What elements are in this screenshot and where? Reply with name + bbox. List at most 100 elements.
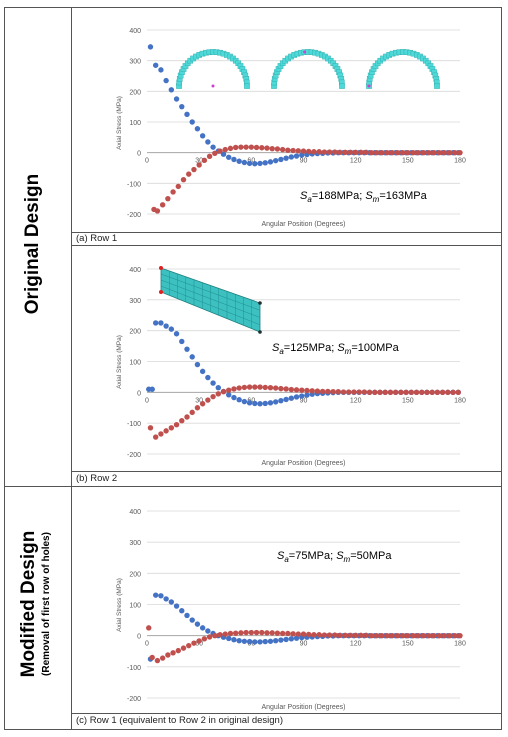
data-point-red xyxy=(441,149,448,156)
data-point-red xyxy=(347,149,354,156)
data-point-blue xyxy=(199,133,206,139)
data-point-red xyxy=(352,149,359,156)
x-tick-label: 150 xyxy=(402,641,414,648)
data-point-blue xyxy=(194,126,201,132)
data-point-red xyxy=(446,632,453,639)
data-point-red xyxy=(210,393,216,400)
data-point-red xyxy=(212,150,218,156)
data-point-red xyxy=(295,631,301,637)
y-tick-label: 0 xyxy=(137,390,141,397)
data-point-red xyxy=(457,149,463,156)
data-point-red xyxy=(170,650,176,656)
data-point-blue xyxy=(147,44,154,50)
data-point-blue xyxy=(210,380,216,386)
data-point-red xyxy=(278,385,284,392)
data-point-blue xyxy=(215,385,221,391)
data-point-red xyxy=(259,629,265,636)
data-point-red xyxy=(288,386,295,393)
data-point-red xyxy=(420,149,427,156)
data-point-red xyxy=(399,632,406,639)
data-point-red xyxy=(222,631,228,637)
x-axis-title: Angular Position (Degrees) xyxy=(261,460,345,467)
data-point-red xyxy=(450,389,456,396)
x-tick-label: 150 xyxy=(402,158,414,165)
y-tick-label: 0 xyxy=(137,151,141,158)
data-point-red xyxy=(147,425,154,431)
y-tick-label: -100 xyxy=(127,665,141,672)
y-tick-label: 400 xyxy=(129,28,141,35)
data-point-red xyxy=(146,625,152,631)
data-point-red xyxy=(252,384,258,390)
data-point-red xyxy=(232,144,239,151)
y-tick-label: 0 xyxy=(137,634,141,641)
data-point-red xyxy=(457,632,463,639)
y-tick-label: 100 xyxy=(129,120,141,127)
data-point-red xyxy=(306,148,312,155)
data-point-blue xyxy=(267,638,274,644)
x-tick-label: 150 xyxy=(402,397,414,404)
data-point-blue xyxy=(152,62,159,68)
data-point-blue xyxy=(205,628,211,634)
data-point-red xyxy=(290,147,296,154)
data-point-red xyxy=(290,631,296,637)
data-point-red xyxy=(340,389,347,395)
inset-mesh-parallelogram xyxy=(159,266,262,334)
data-point-red xyxy=(452,149,458,156)
data-point-blue xyxy=(246,400,253,406)
data-point-red xyxy=(415,632,421,639)
data-point-red xyxy=(372,389,378,396)
series-blue xyxy=(147,44,461,167)
data-point-blue xyxy=(152,592,159,598)
x-tick-label: 180 xyxy=(454,641,466,648)
data-point-blue xyxy=(288,154,295,160)
data-point-red xyxy=(455,389,461,396)
data-point-red xyxy=(382,389,388,396)
data-point-red xyxy=(452,632,458,639)
data-point-red xyxy=(306,631,312,638)
data-point-red xyxy=(159,655,166,661)
data-point-red xyxy=(159,202,166,208)
data-point-red xyxy=(316,149,322,155)
inset-mesh-node xyxy=(339,83,345,89)
data-point-red xyxy=(373,149,380,156)
data-point-red xyxy=(413,389,420,396)
data-point-blue xyxy=(189,354,195,360)
data-point-blue xyxy=(236,397,242,403)
data-point-red xyxy=(269,145,275,152)
data-point-red xyxy=(300,631,307,637)
data-point-blue xyxy=(179,338,185,345)
data-point-blue xyxy=(288,395,295,401)
data-point-red xyxy=(279,630,286,637)
data-point-blue xyxy=(257,639,263,645)
data-point-red xyxy=(186,642,192,649)
data-point-red xyxy=(196,162,202,168)
data-point-blue xyxy=(283,396,289,403)
data-point-red xyxy=(358,632,364,639)
data-point-red xyxy=(326,632,333,638)
data-point-red xyxy=(441,632,448,639)
x-tick-label: 120 xyxy=(350,397,362,404)
chart-row1-original: -200 -100 0 100 200 300 400 0 30 60 90 120 150 180 Axi… xyxy=(116,28,466,228)
series-red xyxy=(151,144,463,214)
data-point-red xyxy=(358,149,364,156)
data-point-blue xyxy=(205,139,211,145)
section-divider-main xyxy=(4,486,502,487)
inset-marker xyxy=(258,330,262,334)
data-point-blue xyxy=(267,400,274,406)
data-point-red xyxy=(222,146,228,153)
data-point-red xyxy=(189,409,195,416)
data-point-red xyxy=(415,149,421,156)
data-point-red xyxy=(191,166,197,173)
caption-c: (c) Row 1 (equivalent to Row 2 in origin… xyxy=(76,715,283,726)
data-point-red xyxy=(420,632,427,639)
data-point-red xyxy=(304,387,310,394)
original-design-label: Original Design xyxy=(22,173,43,315)
data-point-red xyxy=(236,385,242,391)
data-point-blue xyxy=(299,393,305,399)
data-point-red xyxy=(351,389,357,395)
data-point-red xyxy=(332,149,338,155)
y-axis-title: Axial Stress (MPa) xyxy=(116,96,123,150)
data-point-blue xyxy=(158,320,164,326)
data-point-blue xyxy=(267,159,274,165)
data-point-blue xyxy=(158,593,164,599)
